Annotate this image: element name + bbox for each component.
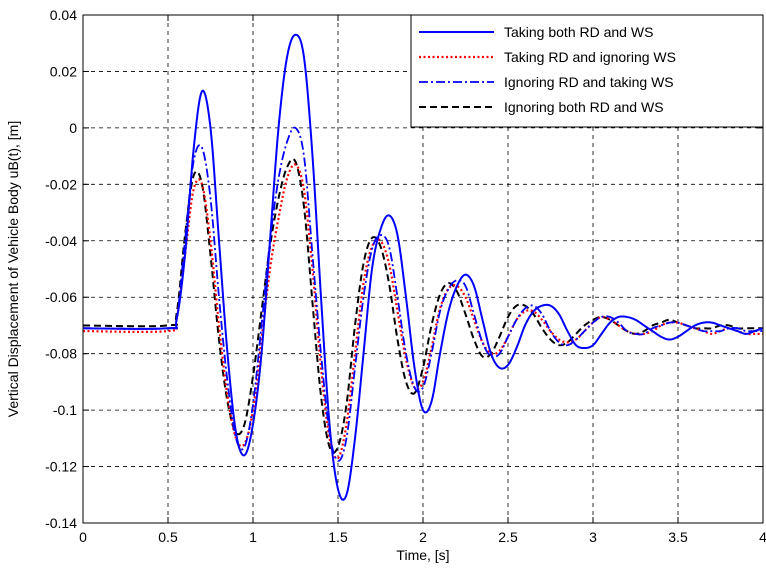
y-tick-label: -0.02 xyxy=(45,176,77,192)
x-tick-label: 3.5 xyxy=(668,529,688,545)
legend-box xyxy=(410,14,764,128)
legend-label-4: Ignoring both RD and WS xyxy=(504,99,664,115)
x-tick-label: 3 xyxy=(589,529,597,545)
x-tick-label: 2 xyxy=(419,529,427,545)
y-tick-label: 0.02 xyxy=(50,63,77,79)
y-tick-label: -0.04 xyxy=(45,233,77,249)
y-tick-label: -0.08 xyxy=(45,346,77,362)
series-lines xyxy=(83,33,763,501)
series-line-3 xyxy=(83,126,763,462)
x-tick-label: 0.5 xyxy=(158,529,178,545)
legend-label-2: Taking RD and ignoring WS xyxy=(504,49,676,65)
series-line-1 xyxy=(83,33,763,501)
legend-label-3: Ignoring RD and taking WS xyxy=(504,74,674,90)
y-tick-label: -0.1 xyxy=(53,402,77,418)
x-tick-label: 0 xyxy=(79,529,87,545)
legend: Taking both RD and WS Taking RD and ignor… xyxy=(410,14,764,128)
y-axis-label: Vertical Displacement of Vehicle Body uB… xyxy=(5,121,21,417)
x-axis-label: Time, [s] xyxy=(396,547,449,563)
y-tick-label: 0 xyxy=(69,120,77,136)
x-tick-label: 4 xyxy=(759,529,766,545)
x-tick-label: 1 xyxy=(249,529,257,545)
y-tick-label: -0.06 xyxy=(45,289,77,305)
x-tick-label: 2.5 xyxy=(498,529,518,545)
legend-label-1: Taking both RD and WS xyxy=(504,24,653,40)
series-line-2 xyxy=(83,163,763,460)
axes: 0 0.5 1 1.5 2 2.5 3 3.5 4 -0.14 -0.12 -0.1 -0.08 -0.0… xyxy=(45,7,766,545)
y-tick-label: 0.04 xyxy=(50,7,77,23)
y-tick-label: -0.14 xyxy=(45,515,77,531)
series-line-4 xyxy=(83,158,763,454)
x-tick-label: 1.5 xyxy=(328,529,348,545)
y-tick-label: -0.12 xyxy=(45,459,77,475)
